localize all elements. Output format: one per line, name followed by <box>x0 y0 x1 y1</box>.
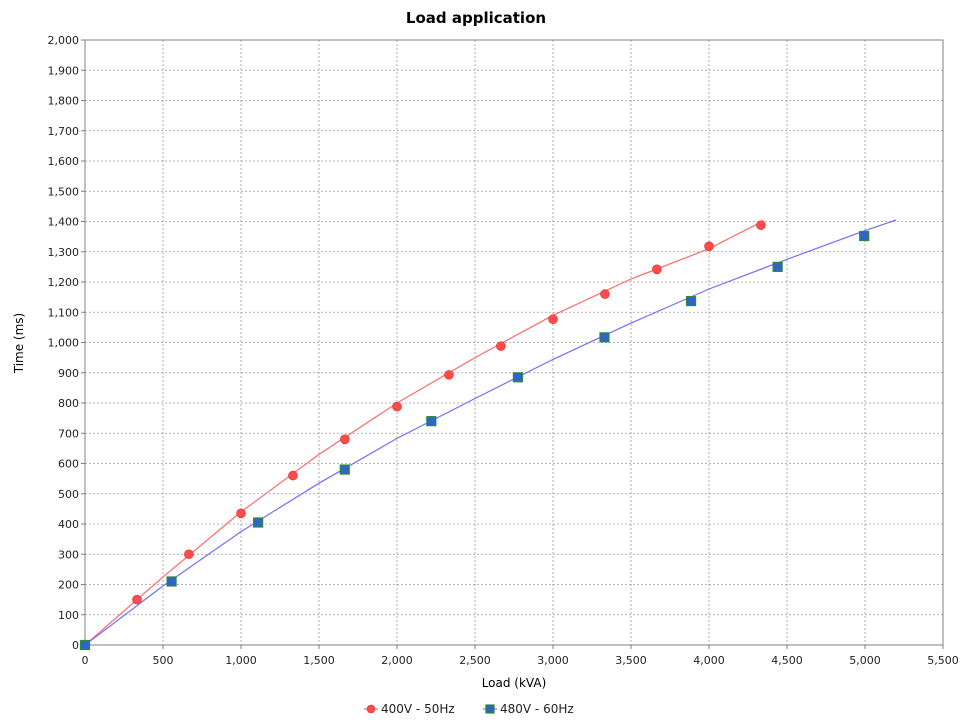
y-tick-label: 1,600 <box>48 155 80 168</box>
legend-marker-circle <box>366 704 376 714</box>
data-point <box>253 517 264 528</box>
series-480v-60hz <box>79 219 897 651</box>
x-tick-label: 3,000 <box>537 654 569 667</box>
data-point <box>132 594 142 605</box>
data-point <box>859 230 870 242</box>
y-tick-label: 1,000 <box>48 337 80 350</box>
y-tick-label: 200 <box>58 579 79 592</box>
data-point <box>236 508 246 519</box>
legend-label: 480V - 60Hz <box>500 702 574 716</box>
x-tick-label: 5,500 <box>927 654 959 667</box>
y-tick-label: 400 <box>58 518 79 531</box>
y-axis-label: Time (ms) <box>12 313 26 375</box>
x-tick-label: 2,500 <box>459 654 491 667</box>
x-tick-label: 1,500 <box>303 654 335 667</box>
y-tick-label: 800 <box>58 397 79 410</box>
data-point <box>339 464 350 475</box>
x-tick-label: 4,000 <box>693 654 725 667</box>
y-tick-label: 300 <box>58 548 79 561</box>
y-tick-label: 700 <box>58 427 79 440</box>
y-tick-label: 0 <box>72 639 79 652</box>
data-point <box>184 549 194 560</box>
x-tick-label: 3,500 <box>615 654 647 667</box>
y-tick-label: 1,800 <box>48 95 80 108</box>
data-point <box>756 220 766 230</box>
legend-marker-square <box>485 704 495 714</box>
data-point <box>444 370 454 380</box>
data-point <box>772 261 783 272</box>
data-point <box>652 264 662 275</box>
data-point <box>548 314 558 325</box>
y-tick-label: 1,300 <box>48 246 80 259</box>
y-axis-ticks: 0 100 200 300 400 500 600 700 800 900 1,000 1,100 1,… <box>48 34 85 652</box>
x-tick-label: 500 <box>153 654 174 667</box>
x-tick-label: 5,000 <box>849 654 881 667</box>
data-point <box>599 332 610 343</box>
x-axis-ticks: 0 500 1,000 1,500 2,000 2,500 3,000 3,500 4,000 4… <box>82 645 959 667</box>
y-tick-label: 1,200 <box>48 276 80 289</box>
data-point <box>79 639 91 651</box>
data-point <box>600 289 610 299</box>
series-400v-50hz <box>80 220 766 650</box>
y-tick-label: 100 <box>58 609 79 622</box>
x-tick-label: 4,500 <box>771 654 803 667</box>
y-tick-label: 500 <box>58 488 79 501</box>
x-tick-label: 1,000 <box>225 654 257 667</box>
data-point <box>288 470 298 481</box>
fit-curve <box>84 221 762 646</box>
y-tick-label: 1,900 <box>48 64 80 77</box>
y-tick-label: 1,400 <box>48 216 80 229</box>
data-point <box>340 434 350 445</box>
series-layer <box>79 219 897 651</box>
y-tick-label: 600 <box>58 458 79 471</box>
x-tick-label: 2,000 <box>381 654 413 667</box>
data-point <box>426 416 437 427</box>
data-point <box>685 295 697 307</box>
legend: 400V - 50Hz 480V - 60Hz <box>364 702 574 716</box>
grid-lines <box>84 39 944 646</box>
data-point <box>704 241 714 252</box>
legend-label: 400V - 50Hz <box>381 702 455 716</box>
data-point <box>166 576 177 587</box>
y-tick-label: 1,100 <box>48 306 80 319</box>
data-point <box>392 401 402 412</box>
x-axis-label: Load (kVA) <box>482 676 547 690</box>
data-point <box>512 372 524 383</box>
y-tick-label: 1,500 <box>48 185 80 198</box>
data-point <box>496 341 506 351</box>
y-tick-label: 2,000 <box>48 34 80 47</box>
y-tick-label: 1,700 <box>48 125 80 138</box>
chart-title: Load application <box>406 9 546 27</box>
x-tick-label: 0 <box>82 654 89 667</box>
y-tick-label: 900 <box>58 367 79 380</box>
